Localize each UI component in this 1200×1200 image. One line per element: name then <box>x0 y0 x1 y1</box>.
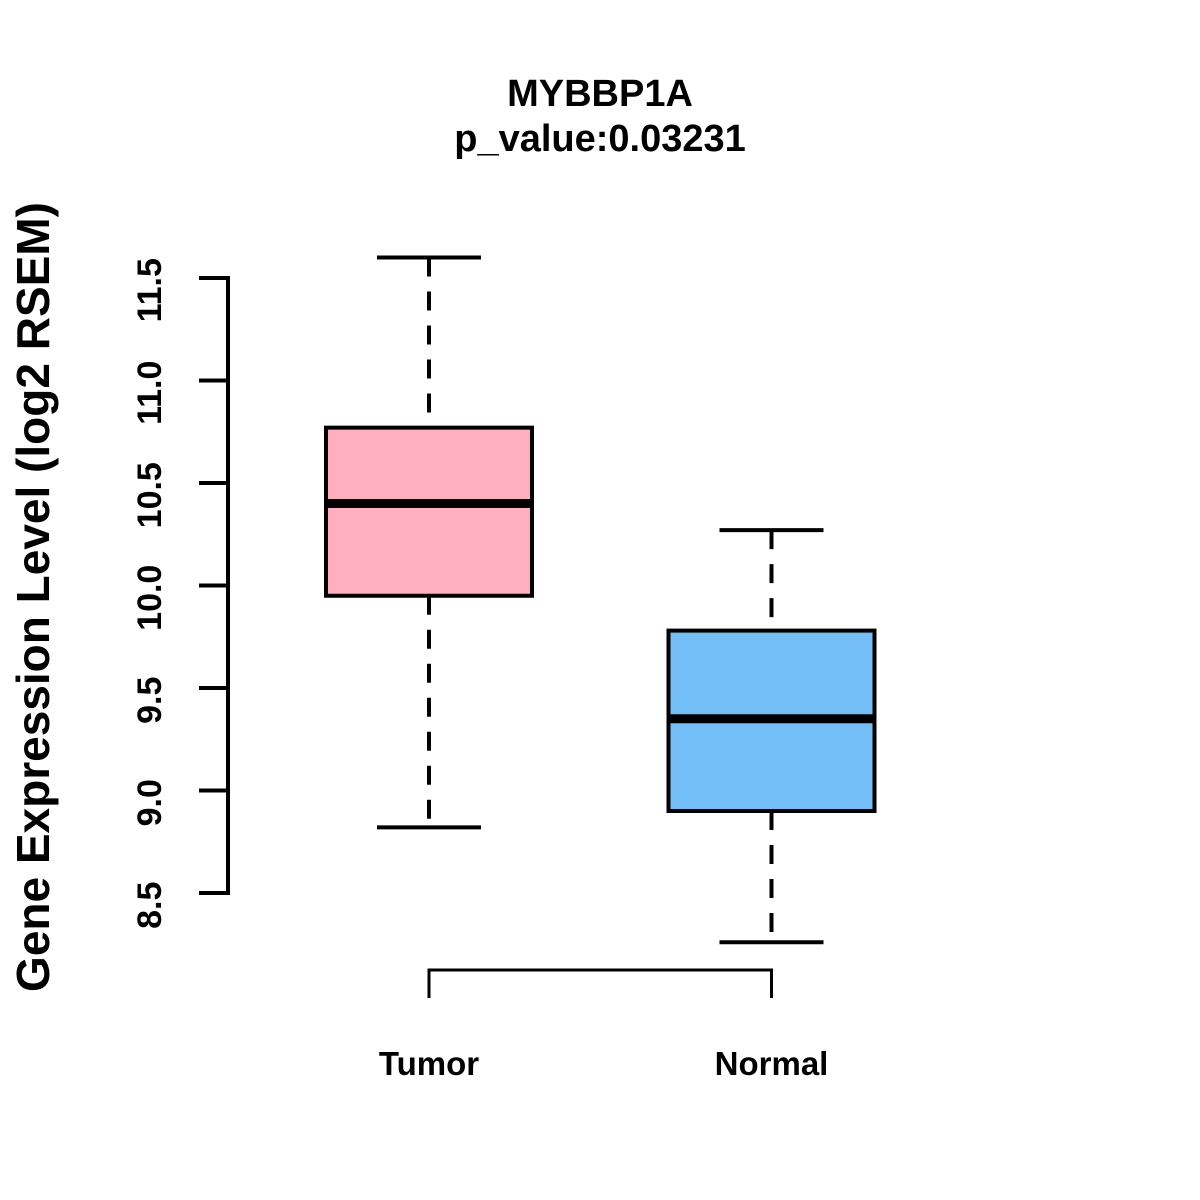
y-tick-label-10.5: 10.5 <box>131 462 169 528</box>
y-tick-label-11.0: 11.0 <box>131 361 169 425</box>
y-axis-label: Gene Expression Level (log2 RSEM) <box>7 202 59 992</box>
y-tick-label-9.0: 9.0 <box>131 779 169 826</box>
comparison-bracket <box>427 968 773 998</box>
group-label-normal: Normal <box>715 1045 829 1082</box>
group-label-tumor: Tumor <box>379 1045 479 1082</box>
tumor-box <box>324 425 534 598</box>
y-tick-label-8.5: 8.5 <box>131 882 169 929</box>
chart-title: MYBBP1A <box>507 73 693 115</box>
y-tick-label-10.0: 10.0 <box>131 565 169 631</box>
y-tick-label-11.5: 11.5 <box>131 258 169 322</box>
y-tick-label-9.5: 9.5 <box>131 677 169 724</box>
p-value-subtitle: p_value:0.03231 <box>454 118 746 160</box>
